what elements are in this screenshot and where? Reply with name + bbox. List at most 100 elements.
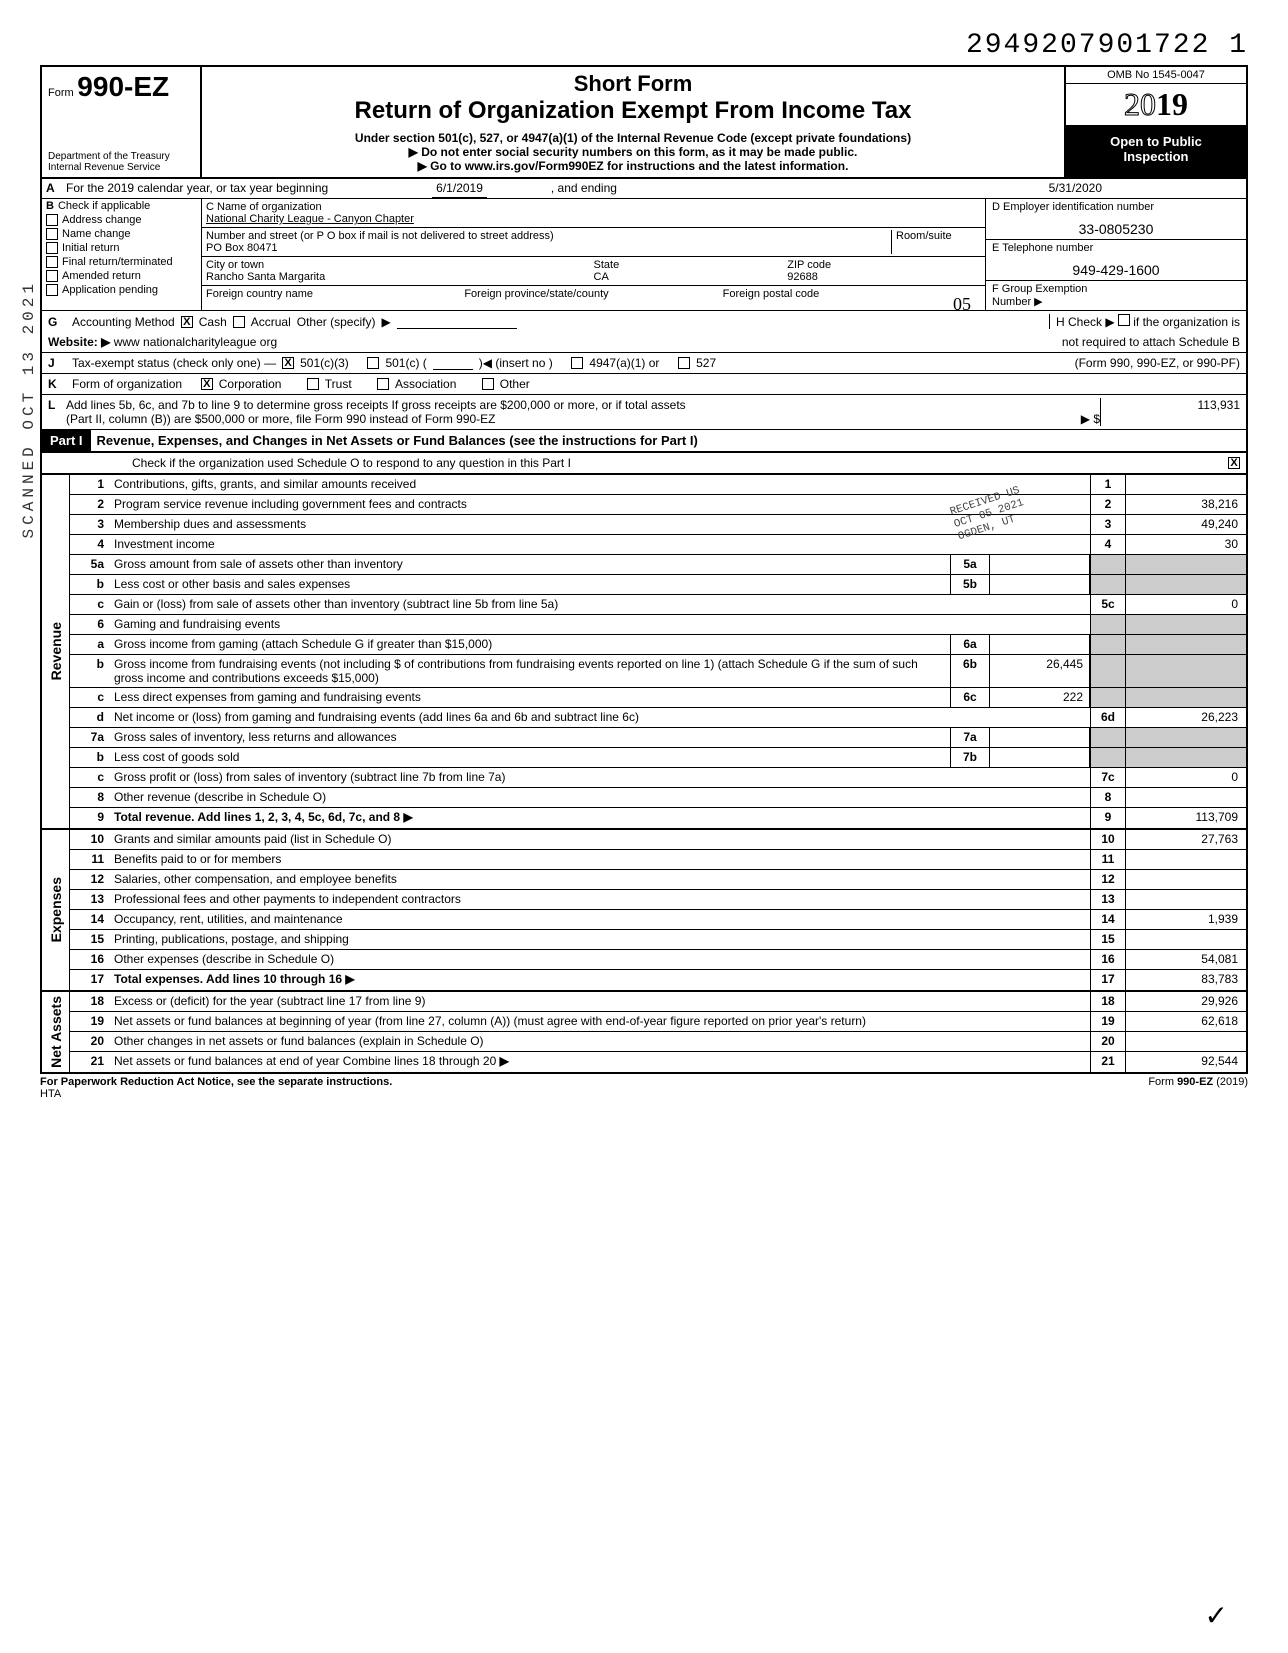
line-21-num: 21 [70,1052,110,1072]
chk-name-change[interactable] [46,228,58,240]
line-19-num: 19 [70,1012,110,1031]
line-10-num: 10 [70,830,110,849]
line-6d-num: d [70,708,110,727]
handwritten-initial: ✓ [1205,1599,1228,1633]
line-19-text: Net assets or fund balances at beginning… [110,1012,1090,1031]
line-6c-shade2 [1126,688,1246,707]
line-7a-text: Gross sales of inventory, less returns a… [110,728,950,747]
city-value: Rancho Santa Margarita [206,271,594,283]
lbl-other-specify: Other (specify) [297,315,376,329]
chk-cash[interactable] [181,316,193,328]
room-label: Room/suite [891,230,981,254]
line-1-box: 1 [1090,475,1126,494]
chk-schedule-b[interactable] [1118,314,1130,326]
dept-treasury: Department of the Treasury [48,151,194,162]
h-text3: (Form 990, 990-EZ, or 990-PF) [1075,356,1240,370]
revenue-side-label: Revenue [48,622,64,680]
line-11-num: 11 [70,850,110,869]
line-6-shade [1090,615,1126,634]
org-name: National Charity League - Canyon Chapter [206,213,981,225]
line-8-num: 8 [70,788,110,807]
line-17-num: 17 [70,970,110,990]
h-label: H Check ▶ [1056,315,1115,329]
line-15-box: 15 [1090,930,1126,949]
line-7a-num: 7a [70,728,110,747]
line-13-box: 13 [1090,890,1126,909]
zip-value: 92688 [787,271,981,283]
document-number: 2949207901722 1 [40,30,1248,61]
state-value: CA [594,271,788,283]
line-4-num: 4 [70,535,110,554]
under-section: Under section 501(c), 527, or 4947(a)(1)… [210,131,1056,145]
chk-association[interactable] [377,378,389,390]
line-5b-shade2 [1126,575,1246,594]
chk-501c3[interactable] [282,357,294,369]
chk-accrual[interactable] [233,316,245,328]
dept-irs: Internal Revenue Service [48,162,194,173]
row-l-letter: L [48,398,66,426]
lbl-initial-return: Initial return [62,242,119,254]
line-9-box: 9 [1090,808,1126,828]
line-17-text: Total expenses. Add lines 10 through 16 [114,972,342,986]
chk-address-change[interactable] [46,214,58,226]
line-6-shade2 [1126,615,1246,634]
line-9-num: 9 [70,808,110,828]
line-15-val [1126,930,1246,949]
handwritten-05: 05 [953,294,971,315]
501c-insert-blank [433,356,473,370]
chk-501c[interactable] [367,357,379,369]
state-label: State [594,259,788,271]
chk-amended[interactable] [46,270,58,282]
line-9-val: 113,709 [1126,808,1246,828]
line-12-num: 12 [70,870,110,889]
line-5c-val: 0 [1126,595,1246,614]
lbl-accrual: Accrual [251,315,291,329]
line-11-text: Benefits paid to or for members [110,850,1090,869]
line-5c-num: c [70,595,110,614]
line-1-num: 1 [70,475,110,494]
line-11-val [1126,850,1246,869]
tax-year-end: 5/31/2020 [1045,179,1106,198]
line-14-num: 14 [70,910,110,929]
line-7b-text: Less cost of goods sold [110,748,950,767]
chk-527[interactable] [678,357,690,369]
row-a-letter: A [42,179,62,198]
line-6c-box: 6c [950,688,990,707]
line-2-box: 2 [1090,495,1126,514]
line-9-text: Total revenue. Add lines 1, 2, 3, 4, 5c,… [114,810,400,824]
netassets-side-label: Net Assets [48,996,64,1068]
line-14-val: 1,939 [1126,910,1246,929]
row-j-letter: J [48,356,66,370]
lbl-insert-no: )◀ (insert no ) [479,356,553,370]
line-19-box: 19 [1090,1012,1126,1031]
chk-initial-return[interactable] [46,242,58,254]
chk-4947[interactable] [571,357,583,369]
line-5b-box: 5b [950,575,990,594]
chk-trust[interactable] [307,378,319,390]
line-7b-num: b [70,748,110,767]
chk-corporation[interactable] [201,378,213,390]
lbl-cash: Cash [199,315,227,329]
line-6a-box: 6a [950,635,990,654]
line-20-num: 20 [70,1032,110,1051]
line-6a-num: a [70,635,110,654]
line-14-box: 14 [1090,910,1126,929]
chk-other-org[interactable] [482,378,494,390]
line-5c-box: 5c [1090,595,1126,614]
h-text1: if the organization is [1133,315,1240,329]
street-value: PO Box 80471 [206,242,891,254]
chk-final-return[interactable] [46,256,58,268]
line-5b-shade [1090,575,1126,594]
line-5b-num: b [70,575,110,594]
chk-app-pending[interactable] [46,284,58,296]
line-6d-val: 26,223 [1126,708,1246,727]
chk-schedule-o[interactable] [1228,457,1240,469]
row-a-text: For the 2019 calendar year, or tax year … [62,179,332,198]
row-l-text1: Add lines 5b, 6c, and 7b to line 9 to de… [66,398,1100,412]
line-21-text: Net assets or fund balances at end of ye… [114,1054,496,1068]
line-7b-box: 7b [950,748,990,767]
line-20-box: 20 [1090,1032,1126,1051]
line-7b-shade2 [1126,748,1246,767]
line-18-text: Excess or (deficit) for the year (subtra… [110,992,1090,1011]
line-12-text: Salaries, other compensation, and employ… [110,870,1090,889]
